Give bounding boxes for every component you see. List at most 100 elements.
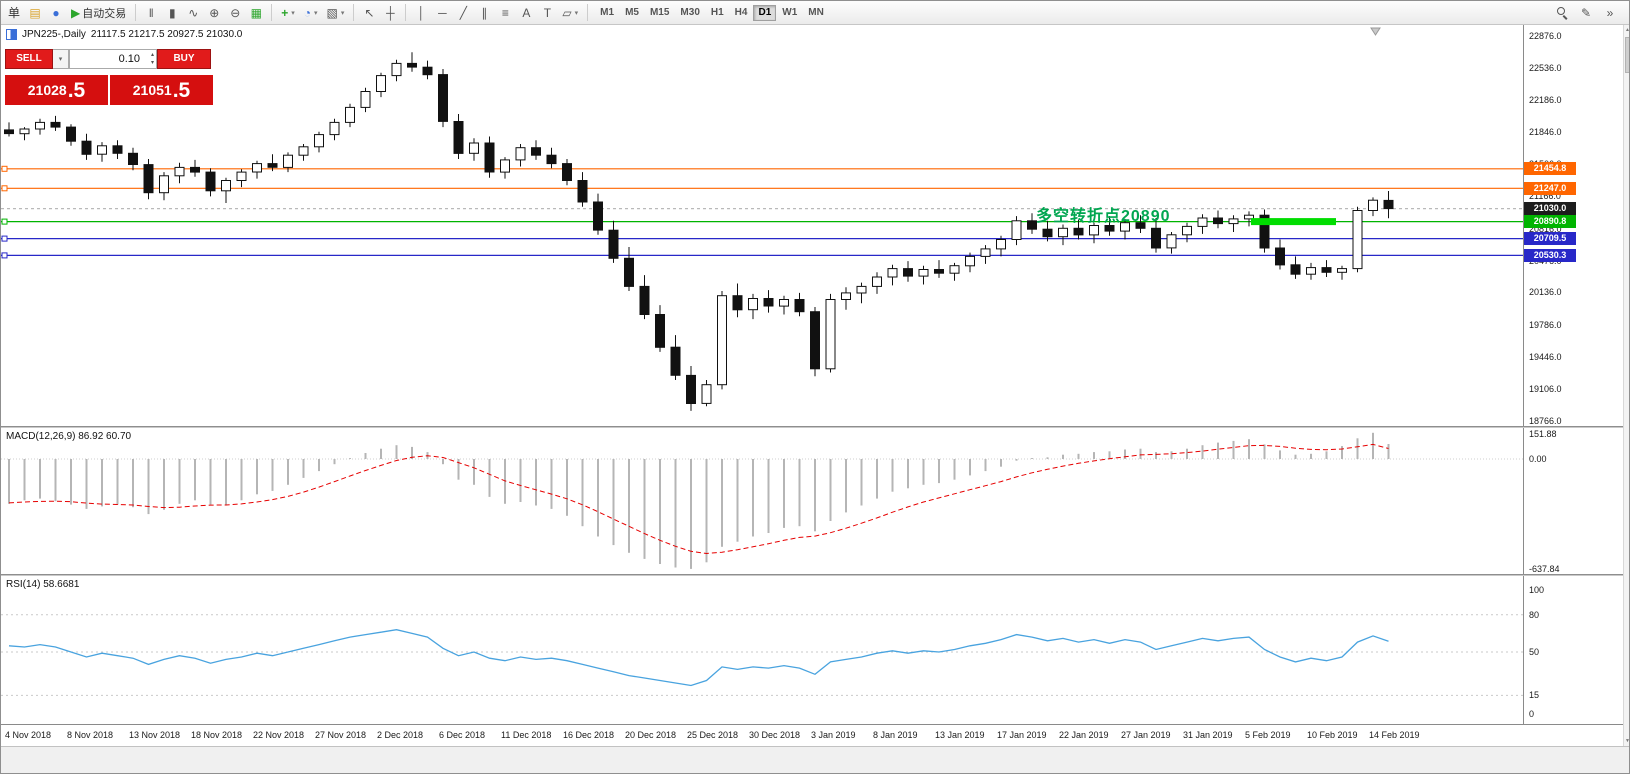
candle-chart-button[interactable]: ▮ — [162, 3, 182, 23]
trade-controls-row: SELL ▾ 0.10 ▴ ▾ BUY — [5, 49, 213, 69]
fibonacci-button[interactable]: ≡ — [495, 3, 515, 23]
scroll-down-icon[interactable]: ▼ — [1625, 738, 1630, 744]
timeframe-m1[interactable]: M1 — [595, 5, 619, 21]
bear-candle — [624, 257, 634, 287]
volume-input[interactable]: 0.10 ▴ ▾ — [69, 49, 157, 69]
timeframe-d1[interactable]: D1 — [753, 4, 777, 21]
zoom-in-button[interactable]: ⊕ — [204, 3, 224, 23]
line-anchor[interactable] — [1, 252, 8, 259]
new-chart-button[interactable]: ▤ — [25, 3, 45, 23]
bear-candle — [934, 269, 944, 274]
rsi-canvas[interactable] — [1, 576, 1523, 724]
cursor-button[interactable]: ↖ — [359, 3, 379, 23]
templates-button[interactable]: ▧ ▾ — [323, 3, 349, 23]
bear-candle — [1042, 228, 1053, 238]
market-watch-button[interactable]: ● — [46, 3, 66, 23]
bear-candle — [1321, 267, 1332, 273]
bar-chart-icon: ‖ — [148, 5, 154, 20]
chevron-down-icon: ▾ — [58, 56, 63, 63]
volume-value: 0.10 — [118, 53, 140, 65]
price-tick: 19786.0 — [1529, 320, 1562, 330]
vertical-line-button[interactable]: │ — [411, 3, 431, 23]
text-icon: A — [522, 5, 531, 20]
trendline-button[interactable]: ╱ — [453, 3, 473, 23]
pivot-annotation[interactable]: 多空转折点20890 — [1036, 208, 1171, 225]
timeframe-m30[interactable]: M30 — [675, 5, 704, 21]
channel-button[interactable]: ∥ — [474, 3, 494, 23]
rsi-tick: 0 — [1529, 709, 1535, 719]
scrollbar-thumb[interactable] — [1625, 37, 1629, 73]
date-label: 14 Feb 2019 — [1369, 730, 1420, 740]
crosshair-button[interactable]: ┼ — [380, 3, 400, 23]
line-anchor[interactable] — [1, 235, 8, 242]
bear-candle — [112, 145, 123, 154]
chart-ohlc-values: 21117.5 21217.5 20927.5 21030.0 — [90, 29, 243, 40]
line-anchor[interactable] — [1, 185, 8, 192]
line-chart-button[interactable]: ∿ — [183, 3, 203, 23]
periods-button[interactable]: ◔ ▾ — [300, 3, 322, 23]
price-axis[interactable]: 22876.022536.022186.021846.021506.021166… — [1523, 25, 1623, 724]
date-label: 8 Jan 2019 — [873, 730, 918, 740]
new-chart-icon: ▤ — [29, 5, 41, 20]
bull-candle — [221, 180, 231, 192]
buy-button[interactable]: BUY — [157, 49, 211, 69]
date-label: 31 Jan 2019 — [1183, 730, 1233, 740]
panel-splitter[interactable] — [1, 574, 1623, 576]
vertical-scrollbar[interactable]: ▲ ▼ — [1623, 25, 1630, 746]
chevron-down-icon: ▾ — [340, 9, 345, 17]
timeframe-h4[interactable]: H4 — [730, 5, 753, 21]
zoom-out-button[interactable]: ⊖ — [225, 3, 245, 23]
timeframe-m5[interactable]: M5 — [620, 5, 644, 21]
volume-spinner[interactable]: ▴ ▾ — [151, 51, 154, 67]
bull-candle — [1337, 268, 1347, 273]
scroll-up-icon[interactable]: ▲ — [1625, 27, 1630, 33]
order-button[interactable]: 单 — [4, 3, 24, 23]
panel-splitter[interactable] — [1, 426, 1623, 428]
timeframe-w1[interactable]: W1 — [777, 5, 802, 21]
macd-canvas[interactable] — [1, 428, 1523, 574]
bear-candle — [81, 140, 92, 155]
bull-candle — [918, 269, 929, 277]
date-label: 22 Jan 2019 — [1059, 730, 1109, 740]
price-tag-resistance: 21247.0 — [1524, 182, 1576, 195]
autotrading-button[interactable]: ▶ 自动交易 — [67, 3, 130, 23]
channel-icon: ∥ — [481, 5, 488, 20]
text-button[interactable]: A — [516, 3, 536, 23]
shift-marker[interactable] — [1370, 27, 1381, 36]
market-watch-icon: ● — [52, 5, 60, 20]
date-label: 13 Jan 2019 — [935, 730, 985, 740]
bear-candle — [190, 166, 200, 173]
shapes-button[interactable]: ▱ ▾ — [558, 3, 582, 23]
pivot-highlight-zone[interactable] — [1251, 218, 1336, 226]
trade-options-dropdown[interactable]: ▾ — [53, 49, 69, 69]
search-button[interactable] — [1552, 3, 1572, 23]
price-chart-canvas[interactable] — [1, 25, 1523, 426]
bear-candle — [763, 298, 774, 307]
edit-button[interactable]: ✎ — [1576, 3, 1596, 23]
horizontal-line-button[interactable]: ─ — [432, 3, 452, 23]
indicators-button[interactable]: + ▾ — [277, 3, 299, 23]
edit-icon: ✎ — [1580, 5, 1592, 20]
timeframe-m15[interactable]: M15 — [645, 5, 674, 21]
tile-windows-button[interactable]: ▦ — [246, 3, 266, 23]
bar-chart-button[interactable]: ‖ — [141, 3, 161, 23]
line-anchor[interactable] — [1, 165, 8, 172]
timeframe-h1[interactable]: H1 — [706, 5, 729, 21]
bear-candle — [1027, 220, 1037, 230]
bull-candle — [35, 121, 45, 130]
bull-candle — [1228, 218, 1239, 225]
sell-price-pips: .5 — [67, 78, 86, 102]
buy-price[interactable]: 21051 .5 — [110, 75, 213, 105]
bear-candle — [205, 171, 216, 192]
label-button[interactable]: T — [537, 3, 557, 23]
time-axis[interactable]: 4 Nov 2018 8 Nov 2018 13 Nov 2018 18 Nov 20… — [1, 724, 1623, 746]
sell-button[interactable]: SELL — [5, 49, 53, 69]
timeframe-mn[interactable]: MN — [803, 5, 829, 21]
trade-prices-row: 21028 .5 21051 .5 — [5, 75, 213, 105]
toolbar-overflow-button[interactable]: » — [1600, 3, 1620, 23]
line-anchor[interactable] — [1, 218, 8, 225]
bull-candle — [469, 142, 479, 154]
bull-candle — [717, 295, 727, 386]
bear-candle — [732, 295, 743, 311]
sell-price[interactable]: 21028 .5 — [5, 75, 108, 105]
